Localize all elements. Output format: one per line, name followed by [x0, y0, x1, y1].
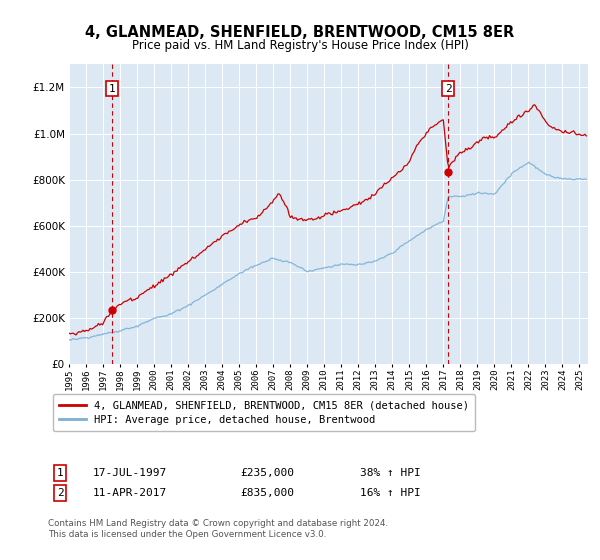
Text: 4, GLANMEAD, SHENFIELD, BRENTWOOD, CM15 8ER: 4, GLANMEAD, SHENFIELD, BRENTWOOD, CM15 …: [85, 25, 515, 40]
Text: 2: 2: [445, 83, 452, 94]
Text: 11-APR-2017: 11-APR-2017: [93, 488, 167, 498]
Text: 1: 1: [109, 83, 116, 94]
Text: £835,000: £835,000: [240, 488, 294, 498]
Text: 2: 2: [56, 488, 64, 498]
Text: Contains HM Land Registry data © Crown copyright and database right 2024.
This d: Contains HM Land Registry data © Crown c…: [48, 520, 388, 539]
Legend: 4, GLANMEAD, SHENFIELD, BRENTWOOD, CM15 8ER (detached house), HPI: Average price: 4, GLANMEAD, SHENFIELD, BRENTWOOD, CM15 …: [53, 394, 475, 431]
Text: 16% ↑ HPI: 16% ↑ HPI: [360, 488, 421, 498]
Text: 38% ↑ HPI: 38% ↑ HPI: [360, 468, 421, 478]
Text: £235,000: £235,000: [240, 468, 294, 478]
Text: 1: 1: [56, 468, 64, 478]
Text: 17-JUL-1997: 17-JUL-1997: [93, 468, 167, 478]
Text: Price paid vs. HM Land Registry's House Price Index (HPI): Price paid vs. HM Land Registry's House …: [131, 39, 469, 52]
